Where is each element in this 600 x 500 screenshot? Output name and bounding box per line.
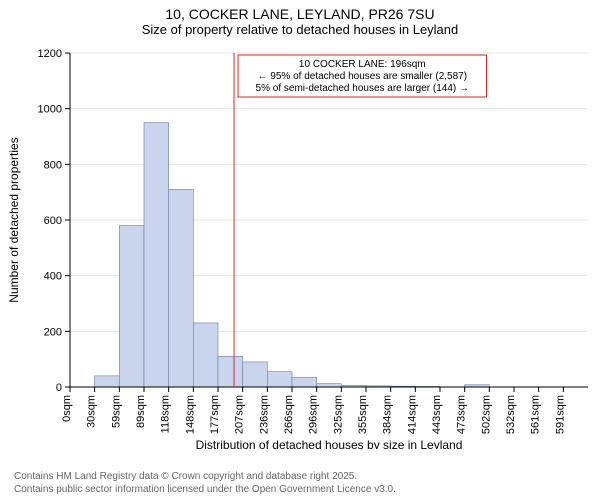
svg-text:400: 400 xyxy=(44,271,62,283)
x-tick-label: 591sqm xyxy=(554,395,566,434)
svg-text:800: 800 xyxy=(44,159,62,171)
chart-container: { "chart": { "type": "histogram", "width… xyxy=(0,0,600,500)
x-tick-label: 414sqm xyxy=(406,395,418,434)
svg-text:1000: 1000 xyxy=(38,104,62,116)
histogram-bar xyxy=(218,356,243,387)
x-tick-label: 443sqm xyxy=(431,395,443,434)
x-tick-label: 355sqm xyxy=(357,395,369,434)
histogram-bar xyxy=(317,384,342,387)
x-tick-label: 473sqm xyxy=(456,395,468,434)
histogram-bar xyxy=(144,123,169,387)
x-tick-label: 325sqm xyxy=(332,395,344,434)
x-tick-label: 89sqm xyxy=(135,395,147,428)
histogram-bar xyxy=(95,376,120,387)
chart-footer: Contains HM Land Registry data © Crown c… xyxy=(14,471,396,496)
x-tick-label: 59sqm xyxy=(110,395,122,428)
chart-subtitle: Size of property relative to detached ho… xyxy=(0,22,600,39)
x-tick-label: 266sqm xyxy=(283,395,295,434)
svg-text:1200: 1200 xyxy=(38,48,62,60)
svg-text:200: 200 xyxy=(44,326,62,338)
annotation-line: 5% of semi-detached houses are larger (1… xyxy=(256,83,469,94)
x-tick-label: 296sqm xyxy=(308,395,320,434)
histogram-bar xyxy=(119,226,144,387)
x-tick-label: 502sqm xyxy=(480,395,492,434)
svg-text:600: 600 xyxy=(44,215,62,227)
x-tick-label: 148sqm xyxy=(184,395,196,434)
x-tick-label: 384sqm xyxy=(382,395,394,434)
x-tick-label: 236sqm xyxy=(258,395,270,434)
histogram-plot: 0 200 400 600 800 1000 1200 0sqm 30sqm 59sqm 89sqm… xyxy=(0,39,600,449)
x-tick-label: 0sqm xyxy=(61,395,73,422)
histogram-bar xyxy=(267,372,292,387)
histogram-bar xyxy=(193,323,218,387)
annotation-line: 10 COCKER LANE: 196sqm xyxy=(299,59,426,70)
x-tick-label: 118sqm xyxy=(160,395,172,433)
histogram-bar xyxy=(243,362,268,387)
svg-text:0: 0 xyxy=(56,382,62,394)
chart-title: 10, COCKER LANE, LEYLAND, PR26 7SU xyxy=(0,0,600,22)
x-tick-label: 30sqm xyxy=(86,395,98,428)
x-tick-label: 207sqm xyxy=(234,395,246,434)
histogram-bar xyxy=(292,377,317,387)
annotation-line: ← 95% of detached houses are smaller (2,… xyxy=(258,71,468,82)
x-tick-label: 561sqm xyxy=(530,395,542,434)
y-axis-label: Number of detached properties xyxy=(7,137,21,302)
x-axis-label: Distribution of detached houses by size … xyxy=(196,438,463,449)
footer-line-2: Contains public sector information licen… xyxy=(14,484,396,497)
x-tick-label: 177sqm xyxy=(209,395,221,434)
x-tick-label: 532sqm xyxy=(505,395,517,434)
histogram-bar xyxy=(169,189,194,387)
footer-line-1: Contains HM Land Registry data © Crown c… xyxy=(14,471,396,484)
